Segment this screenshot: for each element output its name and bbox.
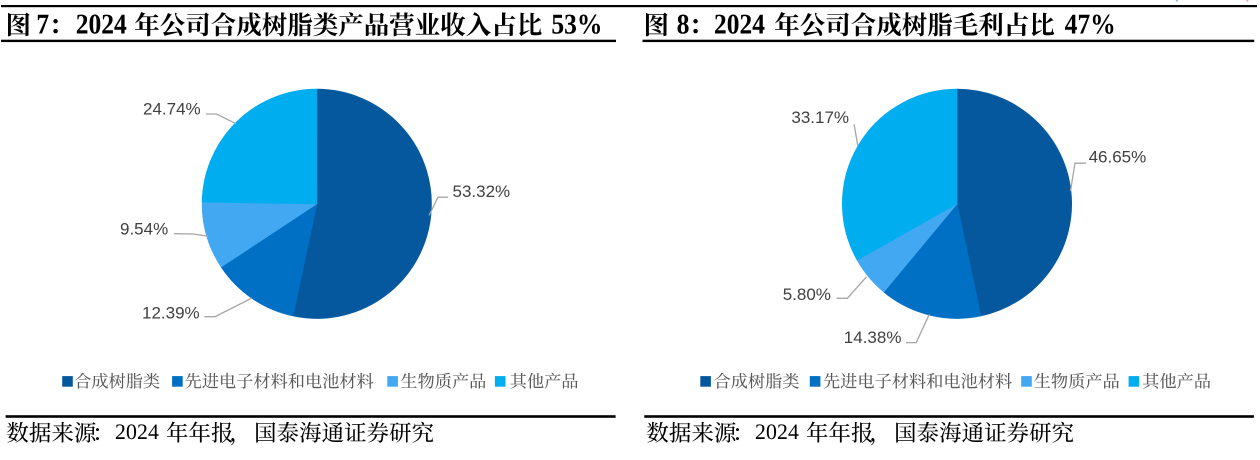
svg-text:53.32%: 53.32% <box>453 182 511 201</box>
svg-text:5.80%: 5.80% <box>783 285 831 304</box>
svg-text:9.54%: 9.54% <box>120 220 168 239</box>
svg-text:14.38%: 14.38% <box>844 328 902 347</box>
svg-text:12.39%: 12.39% <box>142 304 200 323</box>
svg-text:46.65%: 46.65% <box>1089 147 1147 166</box>
svg-text:33.17%: 33.17% <box>791 108 849 127</box>
svg-text:24.74%: 24.74% <box>143 100 201 119</box>
